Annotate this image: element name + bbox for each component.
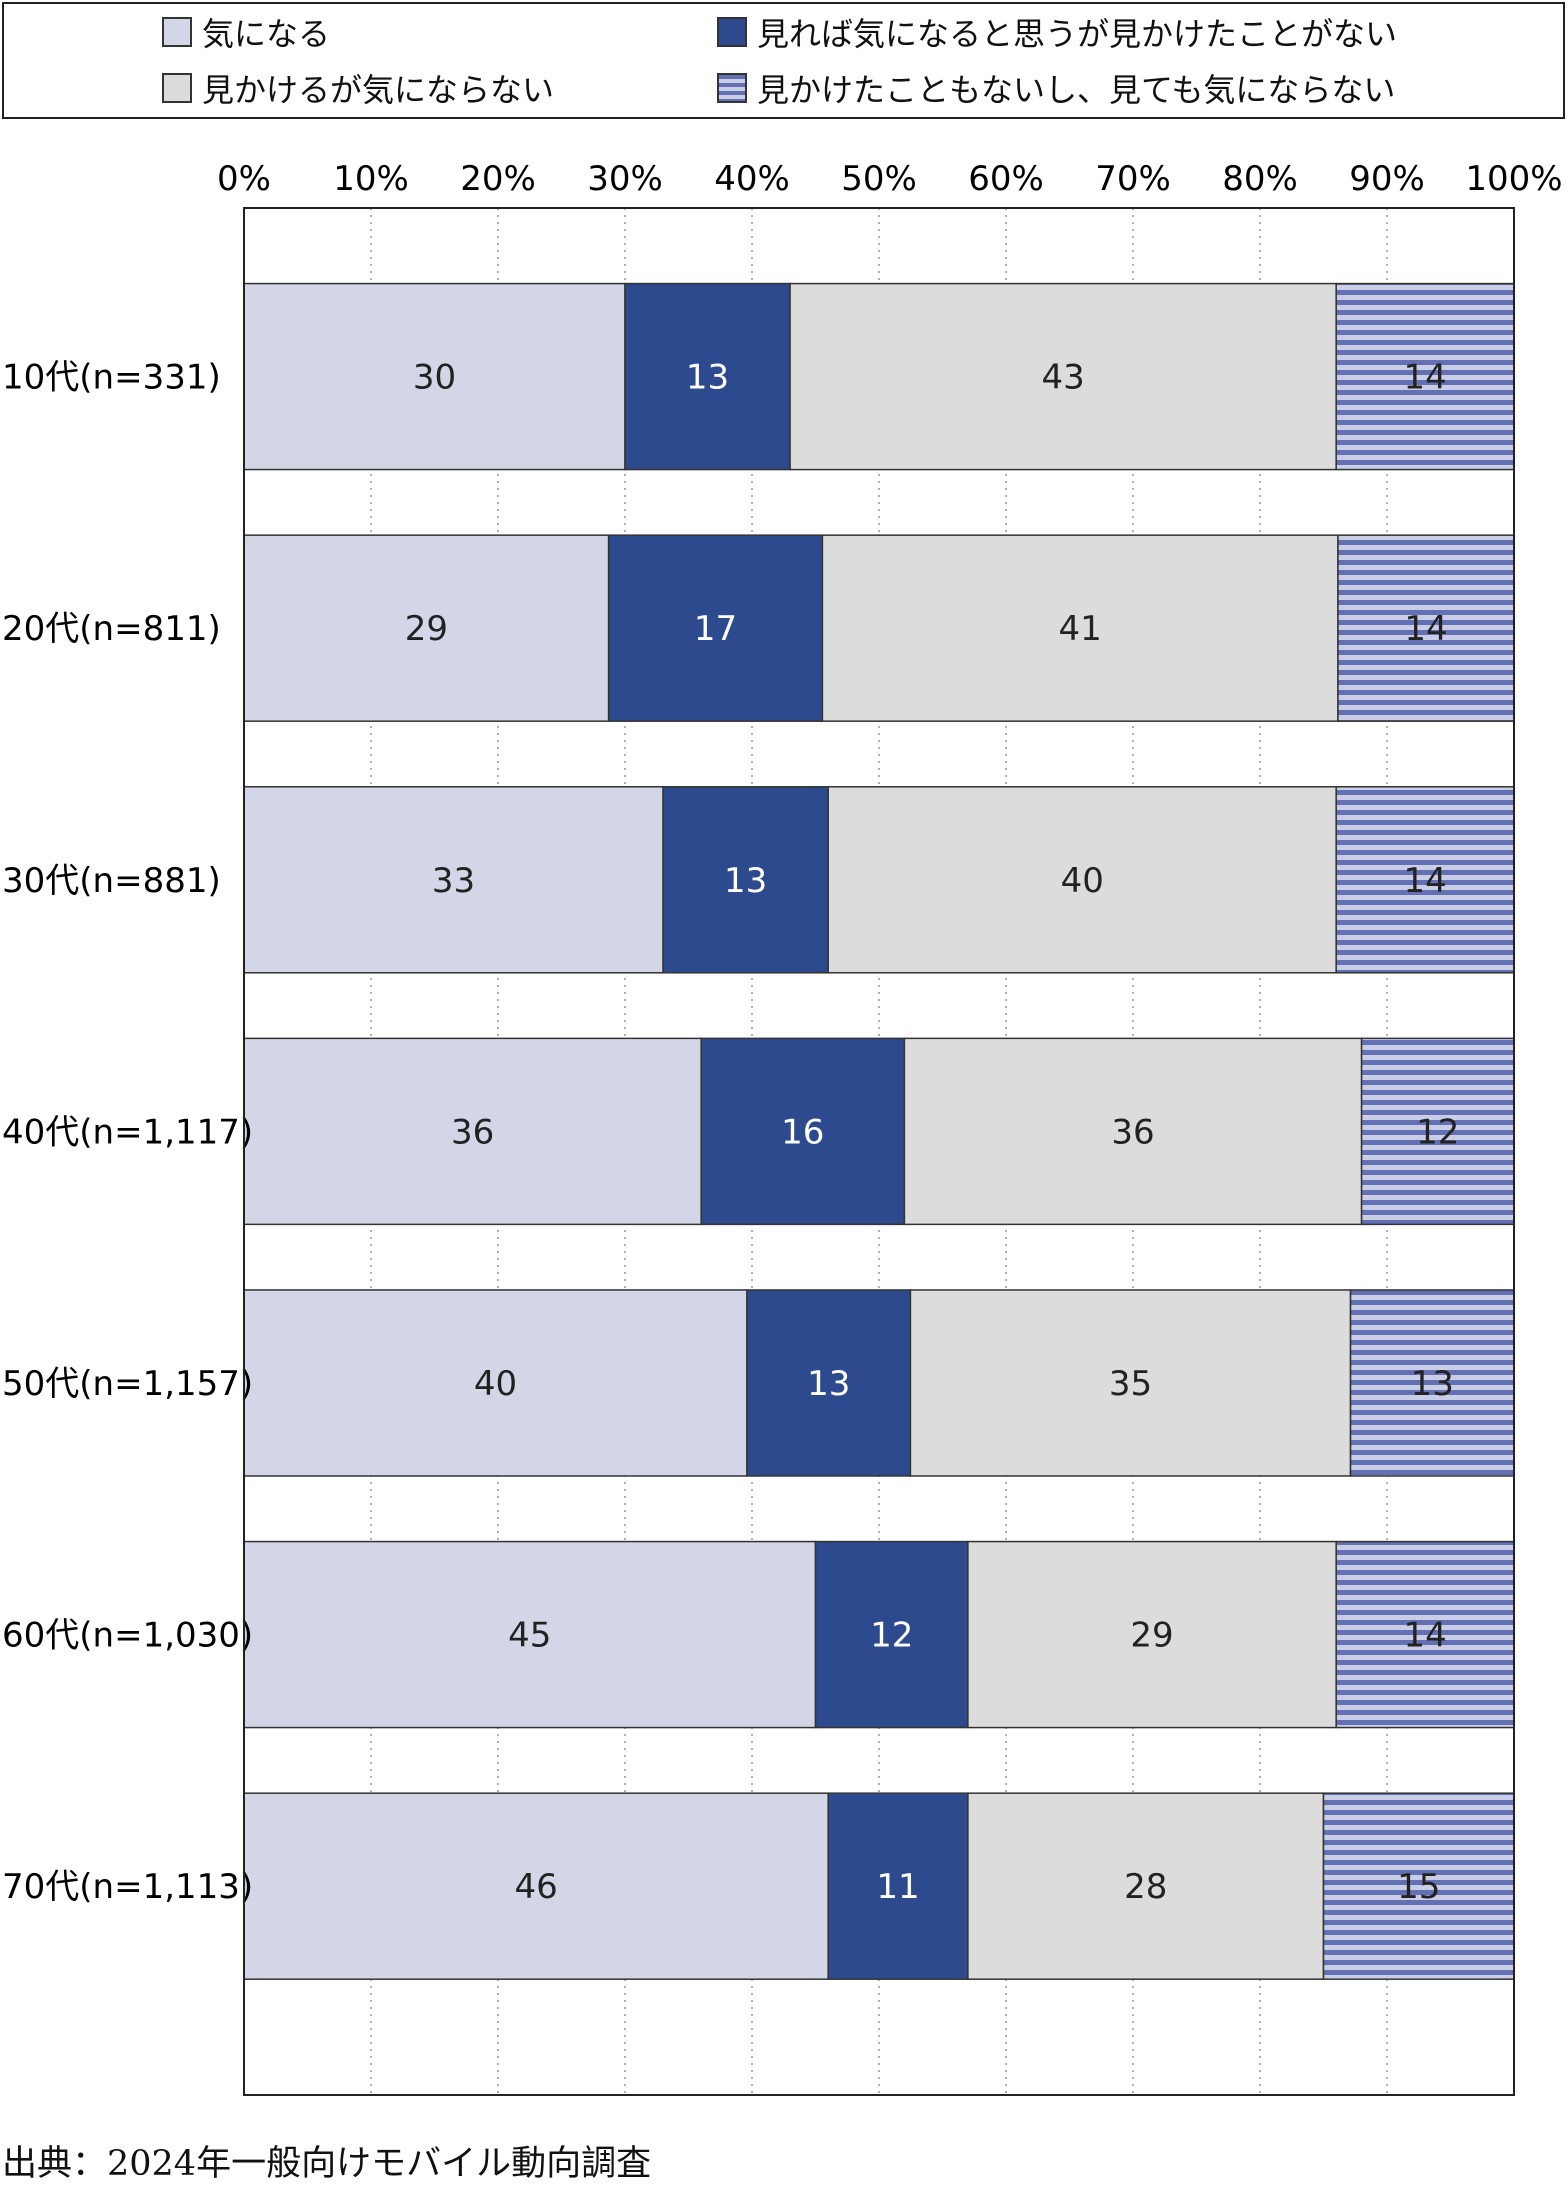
bar-segment [624,282,791,471]
bar-segment [1360,1037,1515,1226]
x-tick-label: 40% [714,159,790,199]
x-tick-label: 60% [968,159,1044,199]
bar-segment [967,1792,1325,1980]
legend-item-kininaru: 気になる [162,10,330,54]
bar-segment [1337,534,1515,722]
data-label: 11 [876,1867,919,1907]
data-label: 45 [508,1616,551,1656]
bar-segment [607,534,824,722]
bar-segment [243,1540,817,1729]
bar-segment [1335,786,1515,974]
data-label: 15 [1397,1867,1440,1907]
data-label: 14 [1403,358,1446,398]
category-label: 70代(n=1,113) [2,1867,253,1907]
legend-swatch [162,17,192,47]
data-label: 29 [1130,1616,1173,1656]
data-label: 33 [432,861,475,901]
data-label: 13 [1411,1364,1454,1404]
bar-segment [243,534,610,722]
data-label: 43 [1042,358,1085,398]
data-label: 29 [405,609,448,649]
legend-swatch [717,73,747,103]
data-label: 35 [1109,1364,1152,1404]
x-tick-label: 80% [1222,159,1298,199]
data-label: 13 [724,861,767,901]
legend-swatch [717,17,747,47]
bar-segment [821,534,1339,722]
legend-label: 気になる [202,15,331,53]
bars: 30 13 43 14 29 17 41 14 33 13 40 14 36 16 36 12 40 13 35 13… [243,282,1515,1980]
data-label: 46 [514,1867,557,1907]
source-note: 出典：2024年一般向けモバイル動向調査 [2,2144,652,2184]
category-label: 30代(n=881) [2,861,221,901]
data-label: 12 [1416,1112,1459,1152]
category-label: 50代(n=1,157) [2,1364,253,1404]
x-axis-tick-labels: 0% 10% 20% 30% 40% 50% 60% 70% 80% 90% 100% [217,159,1563,199]
category-label: 40代(n=1,117) [2,1112,253,1152]
data-label: 30 [413,358,456,398]
legend-label: 見かけたこともないし、見ても気にならない [757,71,1396,109]
bar-segment [903,1037,1363,1226]
stacked-bar-chart: 0% 10% 20% 30% 40% 50% 60% 70% 80% 90% 100% 30 13 43… [2,159,1563,2096]
bar-segment [243,1792,829,1980]
chart-legend: 気になる 見れば気になると思うが見かけたことがない 見かけるが気にならない 見か… [2,2,1565,119]
bar-segment [243,1037,702,1226]
legend-item-not-seen-would-care: 見れば気になると思うが見かけたことがない [717,10,1397,54]
data-label: 36 [1111,1112,1154,1152]
plot-frame [243,207,1515,2096]
x-tick-label: 10% [333,159,409,199]
bar-segment [1322,1792,1515,1980]
x-tick-label: 50% [841,159,917,199]
data-label: 13 [807,1364,850,1404]
bar-segment [243,282,626,471]
data-label: 40 [1061,861,1104,901]
category-label: 60代(n=1,030) [2,1616,253,1656]
data-label: 14 [1403,861,1446,901]
data-label: 17 [694,609,737,649]
data-label: 12 [870,1616,913,1656]
x-tick-label: 0% [217,159,271,199]
data-label: 28 [1124,1867,1167,1907]
bar-segment [1349,1289,1515,1477]
bar-segment [700,1037,906,1226]
category-labels: 10代(n=331) 20代(n=811) 30代(n=881) 40代(n=1,11… [2,358,253,1908]
legend-label: 見れば気になると思うが見かけたことがない [757,15,1398,53]
data-label: 13 [686,358,729,398]
x-tick-label: 100% [1465,159,1562,199]
data-label: 14 [1403,1616,1446,1656]
legend-label: 見かけるが気にならない [202,71,555,109]
bar-segment [909,1289,1352,1477]
bar-segment [662,786,829,974]
category-label: 10代(n=331) [2,358,221,398]
data-label: 40 [474,1364,517,1404]
bar-segment [789,282,1337,471]
bar-segment [243,1289,748,1477]
legend-swatch [162,73,192,103]
data-label: 16 [781,1112,824,1152]
category-label: 20代(n=811) [2,609,221,649]
legend-item-not-seen-not-care: 見かけたこともないし、見ても気にならない [717,66,1395,110]
bar-segment [1335,282,1515,471]
x-tick-label: 70% [1095,159,1171,199]
bar-segment [814,1540,969,1729]
x-tick-label: 30% [587,159,663,199]
legend-item-seen-not-care: 見かけるが気にならない [162,66,554,110]
data-label: 14 [1404,609,1447,649]
bar-segment [967,1540,1337,1729]
x-tick-label: 20% [460,159,536,199]
data-label: 36 [451,1112,494,1152]
bar-segment [746,1289,912,1477]
data-label: 41 [1059,609,1102,649]
x-tick-label: 90% [1349,159,1425,199]
